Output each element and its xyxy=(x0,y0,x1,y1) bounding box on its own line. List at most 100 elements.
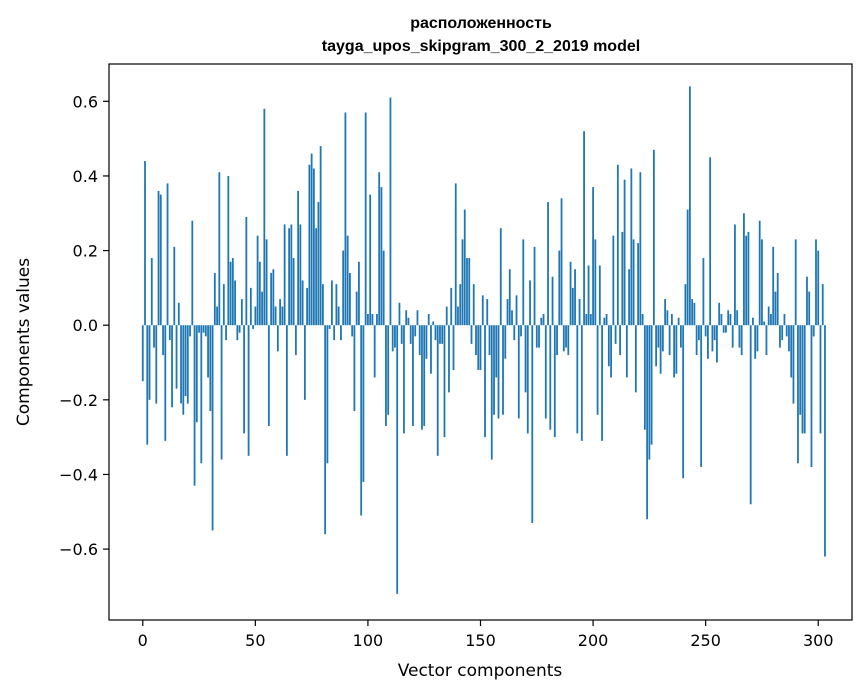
bar xyxy=(558,250,561,326)
bar xyxy=(815,239,817,326)
bar xyxy=(504,325,507,359)
bar xyxy=(661,325,664,352)
bar xyxy=(652,149,655,326)
bar xyxy=(146,325,149,445)
bar xyxy=(659,325,662,374)
bar xyxy=(720,314,723,326)
bar xyxy=(740,325,743,356)
bar xyxy=(171,325,173,408)
bar xyxy=(164,325,167,441)
bar xyxy=(774,291,777,326)
bar xyxy=(803,325,806,434)
bar xyxy=(799,325,802,415)
bar xyxy=(594,239,597,326)
bar xyxy=(177,302,180,326)
chart-subtitle: tayga_upos_skipgram_300_2_2019 model xyxy=(322,38,640,55)
bar xyxy=(175,325,178,389)
bar xyxy=(794,239,797,326)
bar xyxy=(718,302,721,326)
bar xyxy=(614,325,617,344)
bar xyxy=(333,325,336,341)
bar xyxy=(657,325,660,348)
bar xyxy=(310,153,313,326)
bar xyxy=(436,325,439,456)
bar xyxy=(373,325,376,378)
bar xyxy=(141,325,144,382)
bar xyxy=(754,325,757,359)
bar xyxy=(150,258,153,326)
bar xyxy=(493,325,495,415)
bar xyxy=(736,310,739,326)
bar xyxy=(378,172,381,326)
bar xyxy=(821,284,824,326)
bar xyxy=(306,287,309,326)
bar xyxy=(416,310,419,326)
bar xyxy=(648,325,651,460)
bar xyxy=(294,325,297,356)
bar xyxy=(763,321,766,326)
bar xyxy=(387,325,390,415)
bar xyxy=(747,231,750,326)
bar xyxy=(520,325,522,337)
bar xyxy=(193,325,196,486)
bar xyxy=(695,325,698,356)
bar xyxy=(315,228,318,326)
bar xyxy=(709,157,712,326)
bar xyxy=(592,187,594,326)
bar xyxy=(673,325,676,378)
bar xyxy=(571,287,574,326)
bar xyxy=(797,325,799,464)
bar xyxy=(738,325,741,348)
bar xyxy=(351,325,354,337)
bar xyxy=(412,325,414,426)
bar xyxy=(765,325,768,356)
bar xyxy=(202,325,205,333)
bar xyxy=(700,325,703,468)
x-tick-label: 100 xyxy=(353,631,384,650)
bar xyxy=(625,325,628,378)
bar xyxy=(182,325,185,415)
bar xyxy=(463,209,466,326)
bar xyxy=(574,269,576,326)
bar xyxy=(603,317,606,326)
bar xyxy=(565,325,567,348)
bar xyxy=(549,325,552,430)
bar xyxy=(767,306,770,326)
bar xyxy=(490,325,493,460)
bar xyxy=(598,265,601,326)
bar xyxy=(425,325,428,359)
bar xyxy=(808,291,811,326)
x-tick-label: 200 xyxy=(578,631,609,650)
y-tick-label: 0.2 xyxy=(73,242,98,261)
bar xyxy=(319,146,322,326)
bar xyxy=(468,258,471,326)
bar xyxy=(637,243,640,326)
bar xyxy=(220,325,223,460)
bar xyxy=(231,258,234,326)
bar xyxy=(639,172,642,326)
bar xyxy=(630,168,633,326)
bar xyxy=(461,239,464,326)
bar xyxy=(722,325,725,333)
bar xyxy=(270,272,273,326)
bar xyxy=(749,325,752,505)
bar xyxy=(477,325,480,370)
bar xyxy=(342,250,345,326)
bar xyxy=(488,325,491,356)
chart-title: расположенность xyxy=(410,15,552,32)
bar xyxy=(297,190,300,326)
bar xyxy=(499,228,502,326)
bar xyxy=(159,194,162,326)
bar xyxy=(551,276,554,326)
bar xyxy=(191,220,194,326)
bar xyxy=(508,269,511,326)
bar xyxy=(684,284,687,326)
bar xyxy=(265,239,268,326)
bar xyxy=(245,216,248,326)
bar xyxy=(324,325,327,535)
bar xyxy=(704,325,707,337)
bar xyxy=(153,325,155,348)
bar xyxy=(524,325,527,393)
x-tick-label: 300 xyxy=(803,631,834,650)
